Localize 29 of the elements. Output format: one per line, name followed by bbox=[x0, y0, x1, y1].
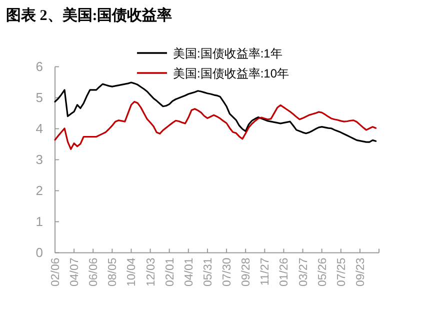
x-tick-label: 10/04 bbox=[126, 257, 138, 286]
x-tick-label: 08/05 bbox=[107, 258, 120, 286]
x-tick-label: 01/26 bbox=[278, 258, 291, 286]
x-tick-label: 02/06 bbox=[50, 258, 62, 286]
chart-title: 图表 2、美国:国债收益率 bbox=[6, 6, 172, 24]
y-tick-label: 0 bbox=[36, 245, 43, 260]
x-tick-label: 07/30 bbox=[222, 258, 234, 286]
x-tick-label: 05/26 bbox=[316, 258, 329, 286]
x-tick-label: 04/01 bbox=[183, 258, 196, 286]
x-tick-label: 06/06 bbox=[88, 258, 100, 286]
legend-label: 美国:国债收益率:1年 bbox=[173, 46, 282, 60]
x-tick-label: 09/28 bbox=[240, 258, 253, 286]
y-tick-label: 5 bbox=[36, 90, 43, 106]
x-tick-label: 12/03 bbox=[145, 258, 158, 286]
x-tick-label: 04/07 bbox=[69, 258, 82, 286]
y-tick-label: 3 bbox=[36, 152, 43, 168]
line-series bbox=[54, 82, 377, 143]
x-tick-label: 11/27 bbox=[260, 258, 272, 286]
x-tick-label: 05/31 bbox=[202, 258, 214, 286]
x-tick-label: 07/25 bbox=[336, 258, 348, 286]
x-tick-label: 03/27 bbox=[298, 258, 310, 286]
line-series bbox=[54, 100, 377, 150]
y-tick-label: 2 bbox=[36, 183, 43, 198]
y-tick-label: 1 bbox=[36, 214, 43, 230]
x-tick-label: 09/23 bbox=[354, 258, 367, 286]
x-tick-label: 02/01 bbox=[164, 258, 176, 286]
y-tick-label: 4 bbox=[36, 121, 43, 136]
legend-label: 美国:国债收益率:10年 bbox=[173, 66, 290, 80]
y-tick-label: 6 bbox=[36, 59, 43, 74]
